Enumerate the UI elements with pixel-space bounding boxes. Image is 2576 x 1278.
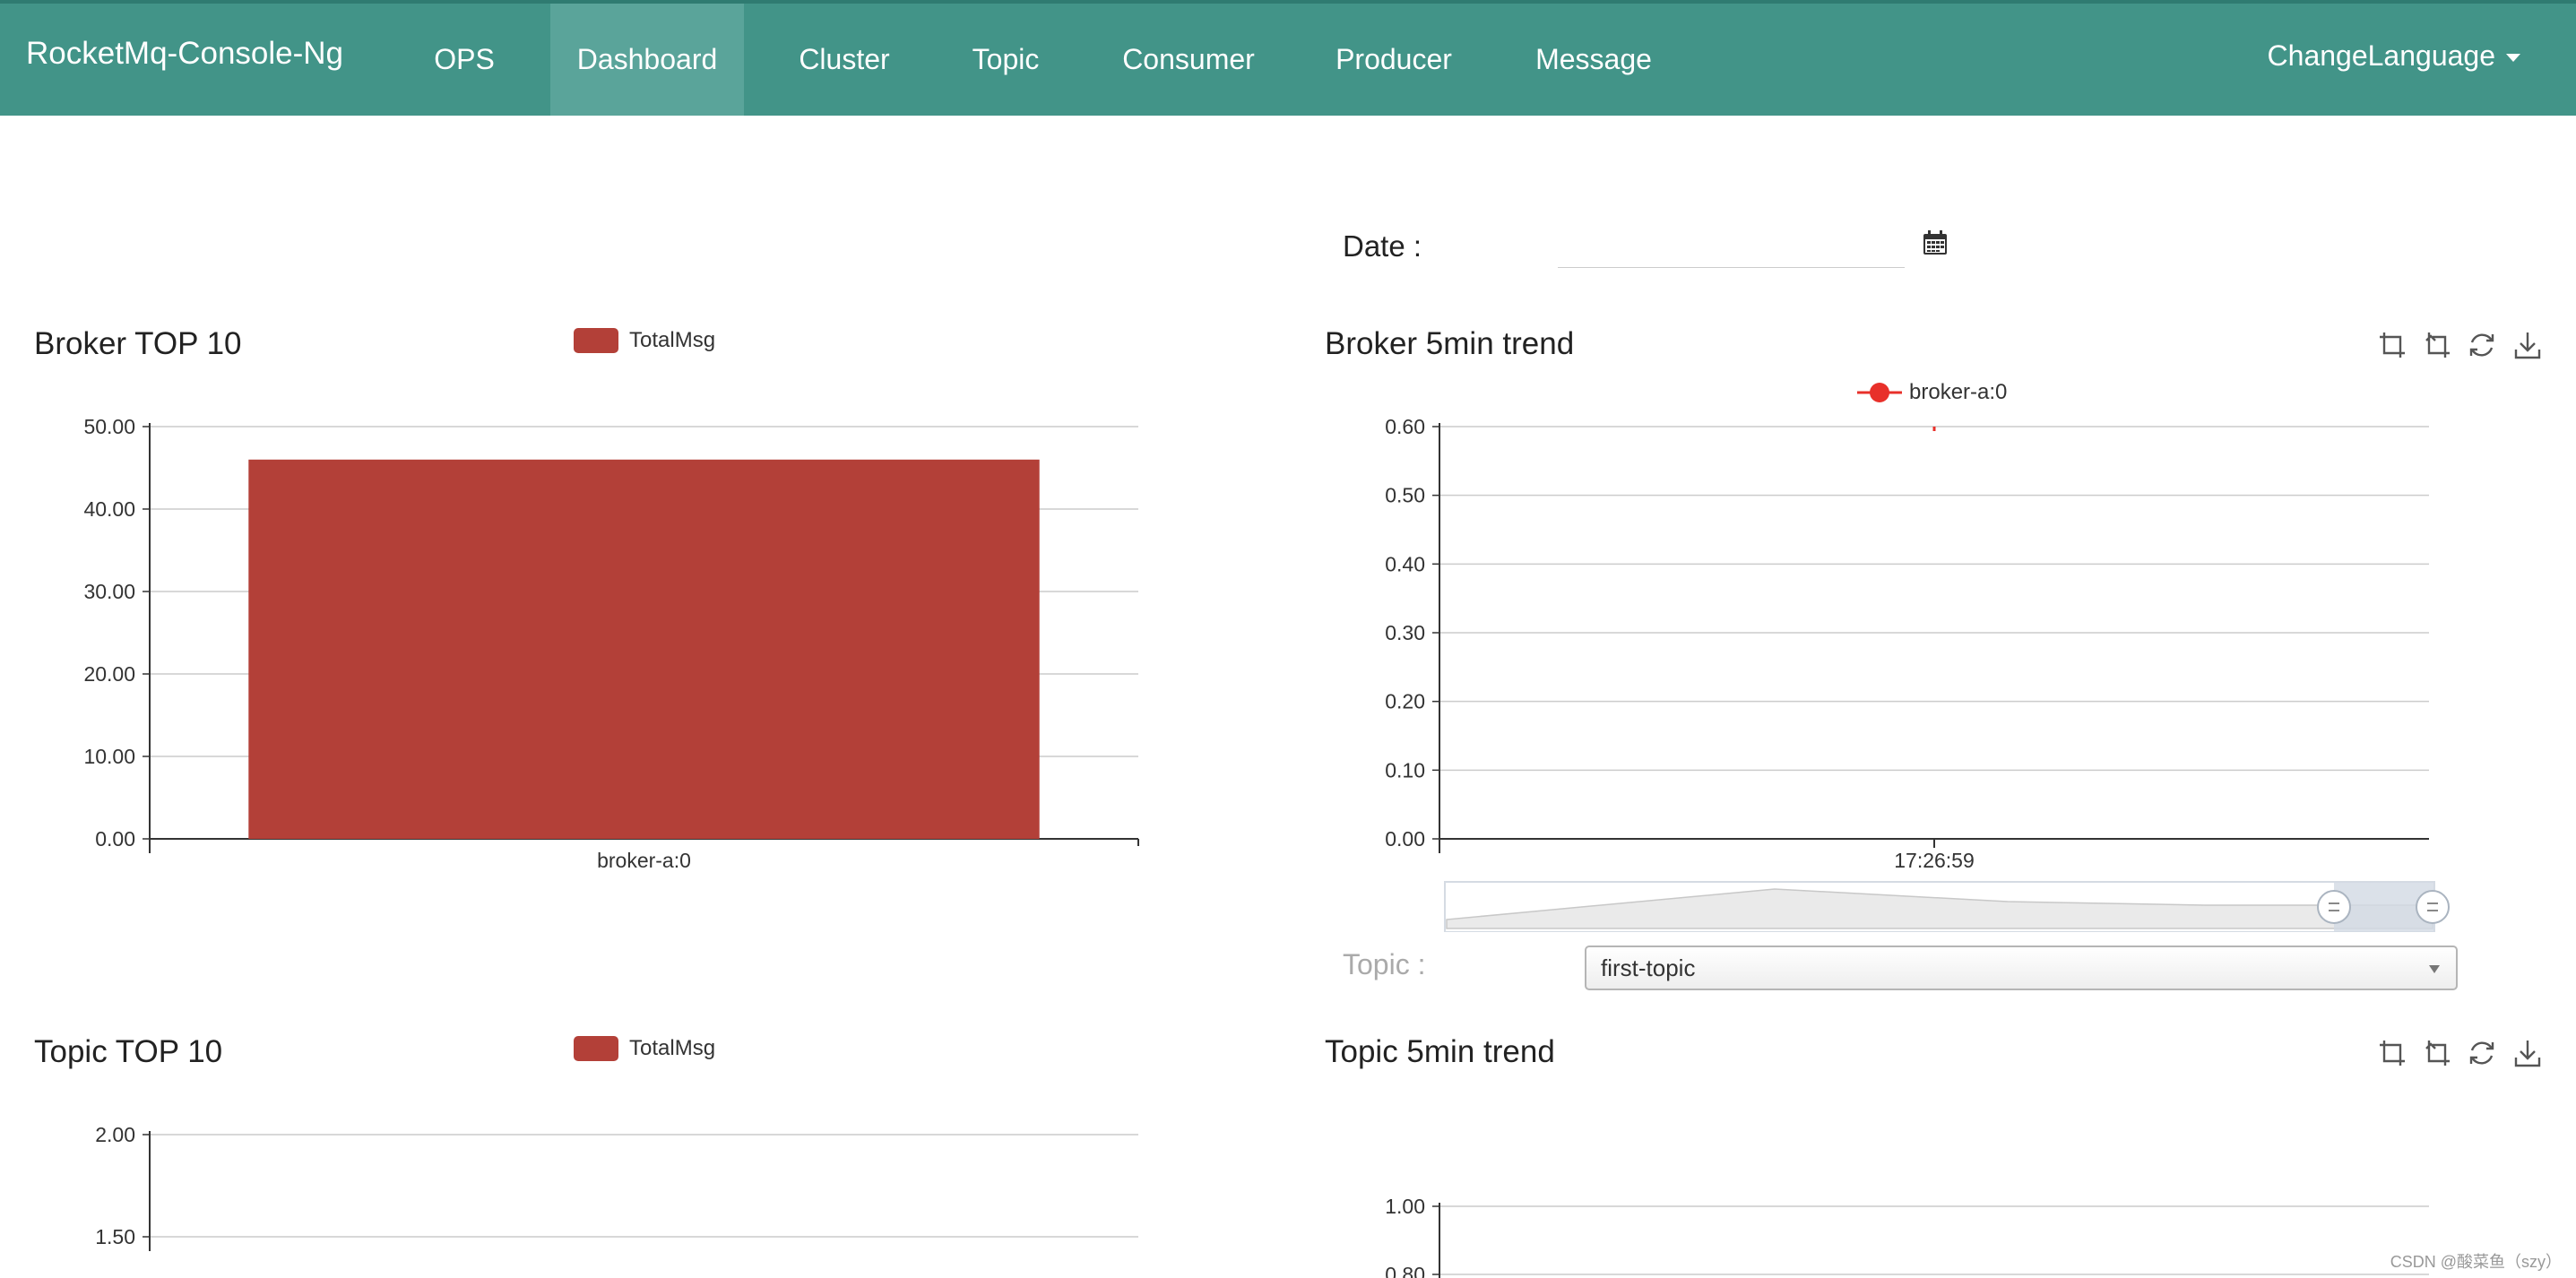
y-tick-label: 0.00 xyxy=(95,827,135,851)
topic-top10-chart: 1.50 2.00 xyxy=(95,1123,1138,1251)
y-tick-label: 0.10 xyxy=(1385,758,1425,781)
legend-label: TotalMsg xyxy=(629,1036,716,1060)
topic-label: Topic : xyxy=(1343,948,1426,980)
nav-consumer[interactable]: Consumer xyxy=(1122,43,1255,75)
topic-top10-title: Topic TOP 10 xyxy=(34,1034,223,1069)
legend-swatch xyxy=(574,328,618,353)
y-tick-label: 0.80 xyxy=(1385,1263,1425,1278)
zoom-reset-icon[interactable] xyxy=(2422,1038,2452,1068)
y-tick-label: 20.00 xyxy=(83,662,135,686)
change-language-label: ChangeLanguage xyxy=(2267,39,2495,72)
broker-top10-chart: 0.00 10.00 20.00 30.00 40.00 50.00 broker-a:0 xyxy=(83,415,1139,872)
legend-swatch xyxy=(574,1036,618,1061)
zoom-reset-icon[interactable] xyxy=(2422,330,2452,360)
nav-producer[interactable]: Producer xyxy=(1336,43,1452,75)
y-tick-label: 0.60 xyxy=(1385,415,1425,438)
x-tick-label: 17:26:59 xyxy=(1894,849,1975,872)
y-tick-label: 0.00 xyxy=(1385,827,1425,851)
nav-cluster[interactable]: Cluster xyxy=(799,43,890,75)
y-tick-label: 30.00 xyxy=(83,580,135,603)
save-image-icon[interactable] xyxy=(2512,1038,2543,1068)
nav-message[interactable]: Message xyxy=(1535,43,1652,75)
data-point xyxy=(1932,427,1936,431)
restore-icon[interactable] xyxy=(2467,330,2497,360)
y-tick-label: 2.00 xyxy=(95,1123,135,1146)
topic-trend-chart: 0.80 1.00 xyxy=(1385,1195,2429,1278)
change-language-dropdown[interactable]: ChangeLanguage xyxy=(2268,39,2520,73)
broker-top10-title: Broker TOP 10 xyxy=(34,326,242,361)
y-tick-label: 1.50 xyxy=(95,1225,135,1248)
caret-down-icon xyxy=(2506,54,2520,63)
nav-ops[interactable]: OPS xyxy=(434,43,495,75)
nav-topic[interactable]: Topic xyxy=(972,43,1040,75)
nav-dashboard[interactable]: Dashboard xyxy=(550,4,744,116)
broker-top10-legend[interactable]: TotalMsg xyxy=(574,328,715,353)
y-tick-label: 1.00 xyxy=(1385,1195,1425,1218)
calendar-icon[interactable] xyxy=(1922,229,1949,256)
watermark: CSDN @酸菜鱼（szy） xyxy=(2390,1253,2562,1271)
zoom-icon[interactable] xyxy=(2377,1038,2407,1068)
x-tick-label: broker-a:0 xyxy=(597,849,691,872)
broker-trend-chart: 0.00 0.10 0.20 0.30 0.40 0.50 0.60 17:26:59 xyxy=(1385,415,2450,932)
y-tick-label: 0.30 xyxy=(1385,621,1425,644)
top-navbar: RocketMq-Console-Ng OPS Dashboard Cluste… xyxy=(0,0,2576,116)
legend-line-marker xyxy=(1857,383,1902,402)
datazoom-handle xyxy=(2416,890,2450,924)
broker-trend-title: Broker 5min trend xyxy=(1325,326,1575,361)
datazoom-handle xyxy=(2317,890,2351,924)
y-tick-label: 10.00 xyxy=(83,745,135,768)
legend-label: TotalMsg xyxy=(629,328,716,352)
date-input[interactable] xyxy=(1558,226,1905,268)
topic-select-value: first-topic xyxy=(1601,954,1696,981)
brand-title[interactable]: RocketMq-Console-Ng xyxy=(26,36,344,71)
dropdown-arrow-icon xyxy=(2429,965,2440,973)
y-tick-label: 0.20 xyxy=(1385,690,1425,713)
y-tick-label: 40.00 xyxy=(83,497,135,521)
topic-top10-legend[interactable]: TotalMsg xyxy=(574,1036,715,1061)
bar xyxy=(248,459,1040,839)
save-image-icon[interactable] xyxy=(2512,330,2543,360)
y-tick-label: 50.00 xyxy=(83,415,135,438)
broker-trend-legend[interactable]: broker-a:0 xyxy=(1855,380,2007,405)
zoom-icon[interactable] xyxy=(2377,330,2407,360)
legend-label: broker-a:0 xyxy=(1909,380,2008,404)
y-tick-label: 0.50 xyxy=(1385,484,1425,507)
date-label: Date : xyxy=(1343,229,1422,263)
y-tick-label: 0.40 xyxy=(1385,552,1425,575)
topic-select[interactable]: first-topic xyxy=(1585,946,2458,990)
restore-icon[interactable] xyxy=(2467,1038,2497,1068)
topic-trend-title: Topic 5min trend xyxy=(1325,1034,1555,1069)
